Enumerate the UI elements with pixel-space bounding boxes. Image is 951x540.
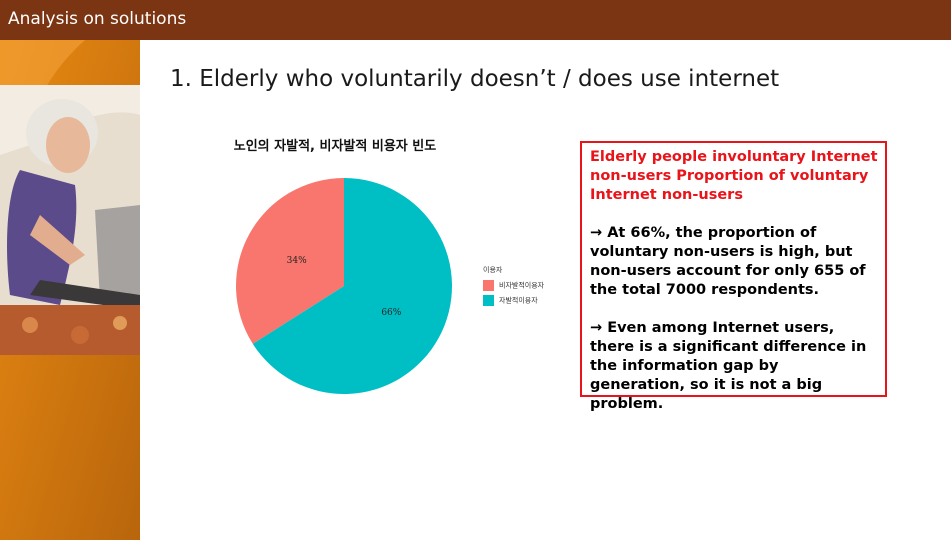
pie-chart-svg: 34% 66% [236,178,453,394]
info-paragraph: → Even among Internet users, there is a … [590,320,867,412]
pie-slice [236,178,344,344]
slide-title: 1. Elderly who voluntarily doesn’t / doe… [170,66,780,92]
info-box: Elderly people involuntary Internet non-… [580,141,887,412]
info-paragraph: → At 66%, the proportion of voluntary no… [590,225,866,298]
elderly-woman-laptop-photo [0,85,140,355]
legend-item: 비자발적이용자 [483,280,544,292]
chart-title: 노인의 자발적, 비자발적 비용자 빈도 [233,139,437,154]
pie-chart: 노인의 자발적, 비자발적 비용자 빈도 34% 66% 이용자 비자발적이용자 … [220,130,570,400]
legend-item: 자발적이용자 [483,295,538,307]
legend-title: 이용자 [483,266,503,274]
legend-label: 비자발적이용자 [499,281,545,290]
pie-slice-label: 34% [287,256,307,266]
legend-label: 자발적이용자 [499,296,538,305]
pie-slice-label: 66% [381,308,401,318]
header-bar: Analysis on solutions [0,0,951,40]
legend-swatch [483,280,494,291]
info-heading: Elderly people involuntary Internet non-… [590,149,878,203]
header-title: Analysis on solutions [8,9,187,29]
pie-slice [252,178,453,394]
legend-swatch [483,295,494,306]
